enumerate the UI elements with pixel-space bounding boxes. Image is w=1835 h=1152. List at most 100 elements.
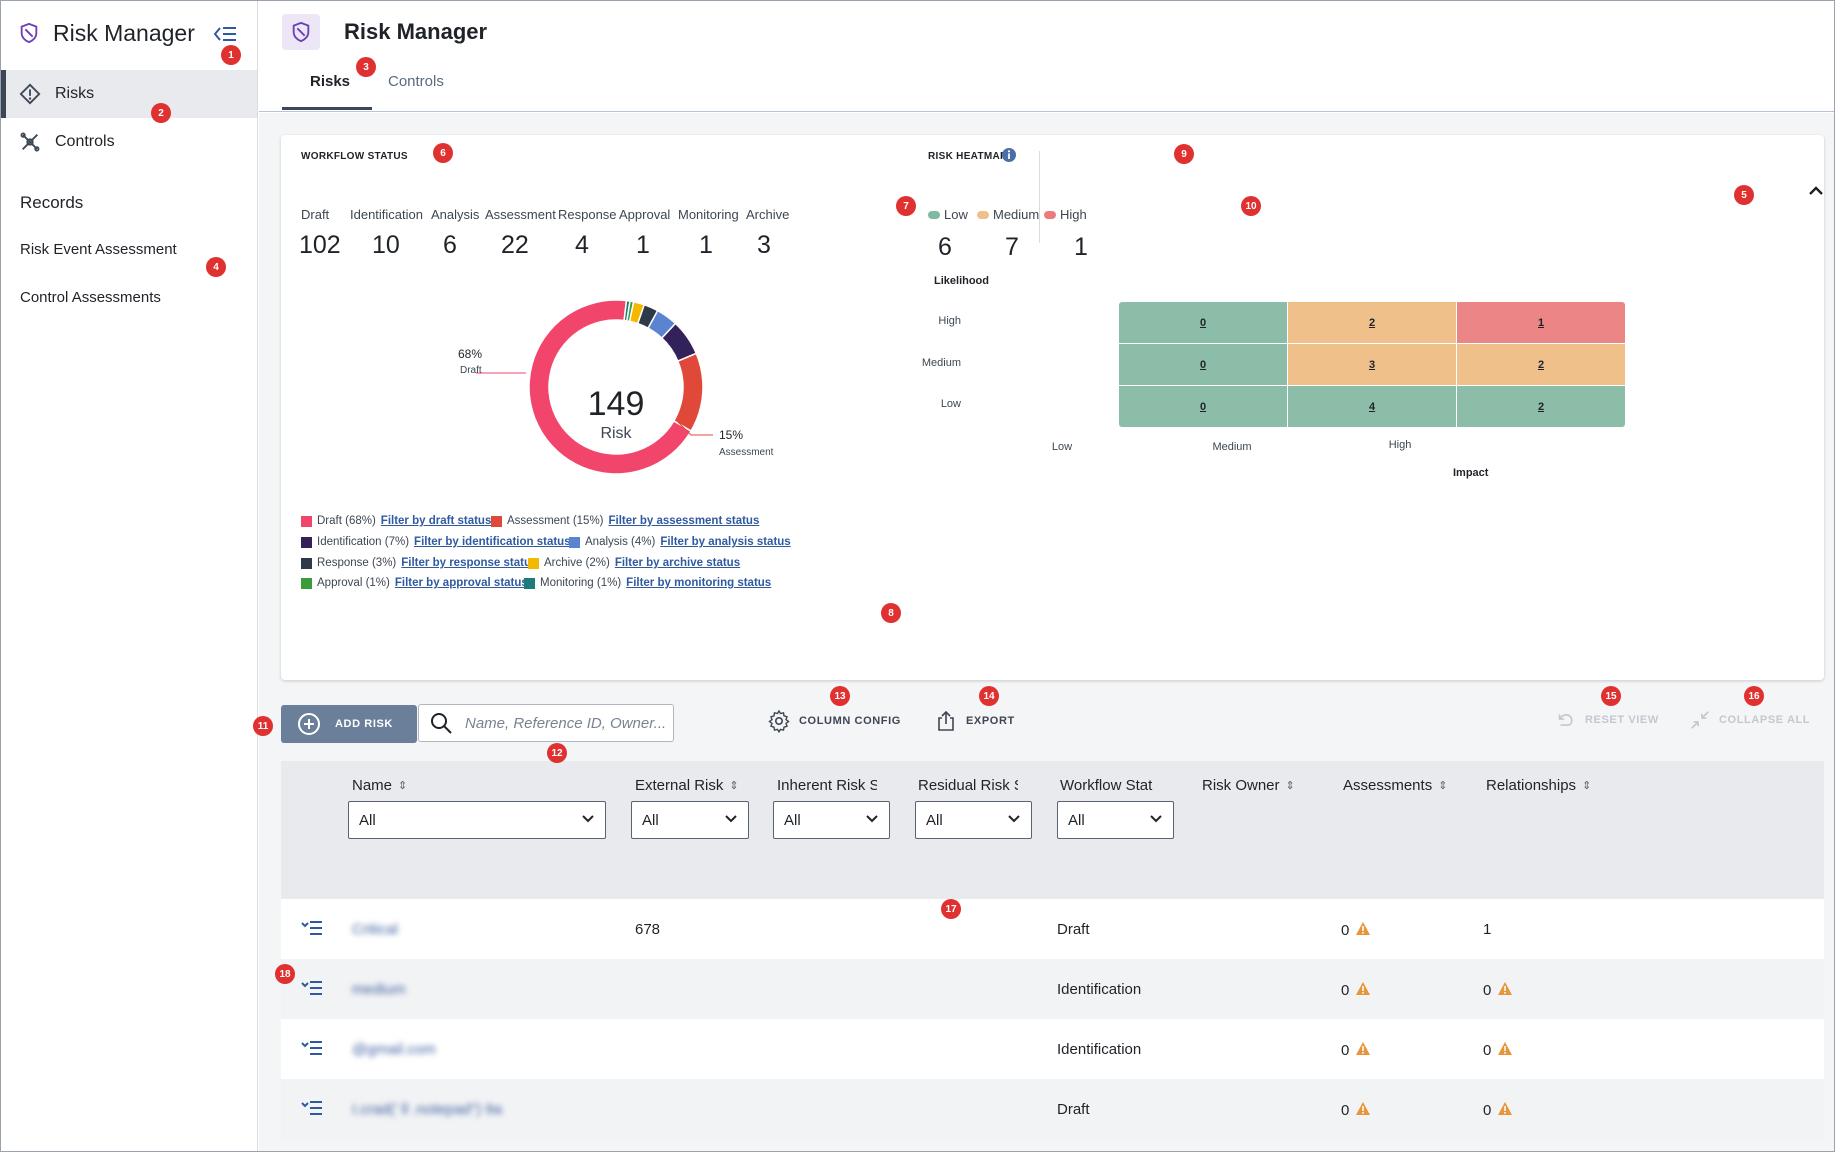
heatmap-cell[interactable]: 2 xyxy=(1288,302,1456,343)
collapse-all-button[interactable]: COLLAPSE ALL xyxy=(1689,709,1810,731)
collapse-arrows-icon xyxy=(1691,711,1709,729)
column-header-label: Name xyxy=(352,777,393,794)
heatmap-cell[interactable]: 0 xyxy=(1119,344,1287,385)
column-header[interactable]: Inherent Risk S⇕ xyxy=(777,777,877,794)
heatmap-cell[interactable]: 1 xyxy=(1457,302,1625,343)
sort-icon[interactable]: ⇕ xyxy=(1285,780,1295,792)
column-filter-select[interactable]: All xyxy=(915,801,1032,839)
warning-icon xyxy=(1355,981,1371,1000)
heatmap-legend-item: Medium xyxy=(977,207,1039,222)
heatmap-cell[interactable]: 4 xyxy=(1288,386,1456,427)
risk-name-link[interactable]: medium xyxy=(352,981,406,998)
relationships-value: 0 xyxy=(1483,981,1513,1000)
legend-swatch xyxy=(301,515,312,527)
legend-swatch xyxy=(301,557,312,569)
legend-filter-link[interactable]: Filter by response status xyxy=(401,557,538,569)
sort-icon[interactable]: ⇕ xyxy=(398,780,408,792)
risk-name-link[interactable]: @gmail.com xyxy=(352,1041,436,1058)
relationships-count: 0 xyxy=(1483,982,1492,999)
legend-filter-link[interactable]: Filter by analysis status xyxy=(660,536,791,548)
info-icon[interactable] xyxy=(1001,147,1017,168)
table-row[interactable]: medium Identification 0 0 xyxy=(281,959,1824,1019)
workflow-stat-value: 22 xyxy=(501,231,529,259)
column-header-label: External Risk xyxy=(635,777,724,794)
legend-filter-link[interactable]: Filter by monitoring status xyxy=(626,577,772,589)
sort-icon[interactable]: ⇕ xyxy=(1582,780,1592,792)
column-filter-select[interactable]: All xyxy=(1057,801,1174,839)
column-header[interactable]: Residual Risk S⇕ xyxy=(918,777,1018,794)
assessments-value: 0 xyxy=(1341,1101,1371,1120)
collapse-menu-icon xyxy=(213,27,236,41)
expand-row-icon[interactable] xyxy=(301,979,323,1002)
legend-filter-link[interactable]: Filter by archive status xyxy=(614,557,741,569)
column-header[interactable]: Workflow Stat ⇕ xyxy=(1060,777,1160,794)
sort-icon[interactable]: ⇕ xyxy=(1438,780,1448,792)
workflow-donut-chart xyxy=(476,299,713,475)
shield-icon xyxy=(292,21,310,43)
column-header[interactable]: Name ⇕ xyxy=(352,777,407,794)
add-risk-button[interactable]: ADD RISK xyxy=(281,705,417,743)
heatmap-cell[interactable]: 2 xyxy=(1457,386,1625,427)
column-header[interactable]: External Risk ⇕ xyxy=(635,777,739,794)
legend-filter-link[interactable]: Filter by identification status xyxy=(414,536,571,548)
chevron-up-icon[interactable] xyxy=(1806,181,1826,201)
assessments-value: 0 xyxy=(1341,981,1371,1000)
table-row[interactable]: Critical 678 Draft 0 1 xyxy=(281,899,1824,959)
legend-filter-link[interactable]: Filter by assessment status xyxy=(608,515,760,527)
heatmap-legend-item: Low xyxy=(928,207,968,222)
donut-slice-assessment[interactable] xyxy=(672,352,704,433)
relationships-value: 1 xyxy=(1483,921,1491,938)
workflow-stat-label: Identification xyxy=(350,207,423,222)
legend-filter-link[interactable]: Filter by draft status xyxy=(380,515,492,527)
workflow-stat-value: 1 xyxy=(636,231,650,259)
heatmap-legend-item: High xyxy=(1044,207,1087,222)
table-row[interactable]: I.crad(' ll .notepad") 9a Draft 0 0 xyxy=(281,1079,1824,1139)
heatmap-cell[interactable]: 0 xyxy=(1119,302,1287,343)
sidebar: Risk Manager Risks Controls Records Risk… xyxy=(1,1,258,1151)
column-header[interactable]: Relationships ⇕ xyxy=(1486,777,1591,794)
reset-view-button[interactable]: RESET VIEW xyxy=(1555,709,1659,731)
annotation-marker: 16 xyxy=(1744,686,1764,706)
heatmap-cell[interactable]: 3 xyxy=(1288,344,1456,385)
column-header[interactable]: Risk Owner ⇕ xyxy=(1202,777,1295,794)
heatmap-cell[interactable]: 0 xyxy=(1119,386,1287,427)
expand-row-icon[interactable] xyxy=(301,919,323,942)
expand-row-icon[interactable] xyxy=(301,1099,323,1122)
sidebar-link-control-assessments[interactable]: Control Assessments xyxy=(20,289,161,306)
annotation-marker: 13 xyxy=(830,686,850,706)
search-input[interactable] xyxy=(465,714,665,732)
risk-name-link[interactable]: I.crad(' ll .notepad") 9a xyxy=(352,1101,502,1118)
sidebar-item-controls[interactable]: Controls xyxy=(1,118,257,166)
legend-dot xyxy=(1044,210,1056,219)
sort-icon[interactable]: ⇕ xyxy=(1158,779,1160,792)
sort-icon[interactable]: ⇕ xyxy=(729,780,739,792)
donut-slice-draft[interactable] xyxy=(528,299,693,475)
risk-name-link[interactable]: Critical xyxy=(352,921,398,938)
table-row[interactable]: @gmail.com Identification 0 0 xyxy=(281,1019,1824,1079)
annotation-marker: 4 xyxy=(206,257,226,277)
legend-label: Low xyxy=(944,207,968,222)
relationships-count: 1 xyxy=(1483,921,1492,938)
relationships-value: 0 xyxy=(1483,1101,1513,1120)
filter-value: All xyxy=(1068,811,1085,829)
column-filter-select[interactable]: All xyxy=(631,801,749,839)
legend-filter-link[interactable]: Filter by approval status xyxy=(394,577,528,589)
tab-controls[interactable]: Controls xyxy=(388,73,444,90)
column-filter-select[interactable]: All xyxy=(773,801,890,839)
export-button[interactable]: EXPORT xyxy=(934,709,1015,733)
column-header[interactable]: Assessments ⇕ xyxy=(1343,777,1447,794)
workflow-stat-label: Response xyxy=(558,207,617,222)
expand-row-icon[interactable] xyxy=(301,1039,323,1062)
column-filter-select[interactable]: All xyxy=(348,801,606,839)
heatmap-cell[interactable]: 2 xyxy=(1457,344,1625,385)
summary-card: WORKFLOW STATUS 149 Risk 68% Draft 15% A… xyxy=(281,135,1824,680)
column-config-button[interactable]: COLUMN CONFIG xyxy=(767,709,901,733)
sidebar-link-risk-event-assessment[interactable]: Risk Event Assessment xyxy=(20,241,177,258)
assessments-count: 0 xyxy=(1341,1042,1350,1059)
collapse-sidebar-button[interactable] xyxy=(211,21,239,47)
warning-icon xyxy=(1497,981,1513,1000)
tab-risks[interactable]: Risks xyxy=(310,73,351,90)
warning-icon xyxy=(1355,921,1371,940)
sidebar-item-risks[interactable]: Risks xyxy=(1,70,257,118)
